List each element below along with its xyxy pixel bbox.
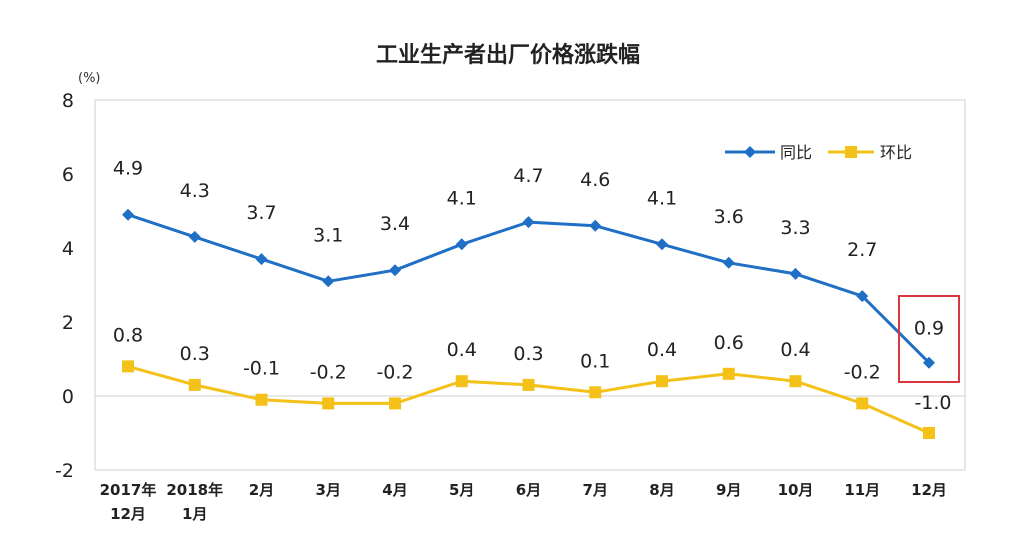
x-tick-label: 6月 bbox=[516, 481, 541, 499]
data-label: 3.1 bbox=[313, 224, 343, 246]
data-label: 2.7 bbox=[847, 239, 877, 261]
series-1-point bbox=[789, 267, 802, 280]
data-label: 0.1 bbox=[580, 350, 610, 372]
x-tick-label: 9月 bbox=[716, 481, 741, 499]
series-1-point bbox=[589, 219, 602, 232]
series-2-point bbox=[923, 427, 935, 439]
x-tick-label: 12月 bbox=[110, 505, 146, 523]
data-label: -0.2 bbox=[844, 361, 881, 383]
x-tick-label: 3月 bbox=[316, 481, 341, 499]
data-label: 4.6 bbox=[580, 169, 610, 191]
data-label: 4.9 bbox=[113, 158, 143, 180]
legend-marker-2 bbox=[845, 146, 857, 158]
legend-label-1: 同比 bbox=[780, 143, 812, 162]
data-label: 0.8 bbox=[113, 324, 143, 346]
series-1-point bbox=[389, 264, 401, 277]
x-tick-label: 2018年 bbox=[166, 481, 223, 499]
chart-title: 工业生产者出厂价格涨跌幅 bbox=[376, 42, 640, 68]
series-2-point bbox=[722, 367, 735, 380]
series-2-point bbox=[455, 375, 468, 388]
series-2-point bbox=[122, 360, 134, 373]
series-group bbox=[122, 208, 935, 439]
series-1-point bbox=[722, 256, 735, 269]
data-label: 3.4 bbox=[380, 213, 410, 235]
series-1-point bbox=[255, 253, 268, 266]
series-2-point bbox=[656, 375, 668, 388]
series-2-point bbox=[322, 397, 335, 410]
highlight-box bbox=[898, 295, 960, 383]
y-tick-label: -2 bbox=[55, 460, 74, 482]
y-tick-label: 4 bbox=[62, 238, 74, 260]
data-label: 0.9 bbox=[914, 318, 944, 340]
legend: 同比 环比 bbox=[725, 143, 912, 162]
data-label: 4.1 bbox=[647, 187, 677, 209]
series-1-point bbox=[923, 356, 935, 369]
data-labels: 4.9 4.3 3.7 3.1 3.4 4.1 4.7 4.6 4.1 3.6 3.3 2.7 0.9 0… bbox=[113, 158, 952, 414]
y-tick-label: 2 bbox=[62, 312, 74, 334]
x-axis-ticks: 2017年 12月 2018年 1月 2月 3月 4月 5月 6月 7月 8月 9月 10月 11月 12月 bbox=[100, 481, 947, 523]
y-tick-label: 6 bbox=[62, 164, 74, 186]
data-label: 0.4 bbox=[447, 339, 477, 361]
data-label: -0.2 bbox=[376, 361, 413, 383]
y-axis-unit: (%) bbox=[78, 71, 101, 86]
y-axis-ticks: 8 6 4 2 0 -2 bbox=[55, 90, 74, 482]
plot-area-frame bbox=[94, 99, 966, 471]
legend-label-2: 环比 bbox=[880, 143, 912, 162]
series-1-point bbox=[522, 216, 535, 229]
data-label: 0.3 bbox=[180, 343, 210, 365]
series-2-point bbox=[255, 393, 268, 406]
data-label: 4.1 bbox=[447, 187, 477, 209]
x-tick-label: 5月 bbox=[449, 481, 474, 499]
series-2-point bbox=[856, 397, 869, 410]
series-1-point bbox=[656, 238, 668, 251]
series-2-point bbox=[589, 386, 602, 399]
data-label: -0.2 bbox=[310, 361, 347, 383]
data-label: 3.7 bbox=[246, 202, 276, 224]
series-1-point bbox=[455, 238, 468, 251]
y-tick-label: 8 bbox=[62, 90, 74, 112]
series-1-point bbox=[188, 230, 201, 243]
data-label: 4.3 bbox=[180, 180, 210, 202]
x-tick-label: 7月 bbox=[583, 481, 608, 499]
x-tick-label: 2017年 bbox=[100, 481, 157, 499]
series-1-point bbox=[856, 290, 869, 303]
x-tick-label: 2月 bbox=[249, 481, 274, 499]
series-2-point bbox=[389, 397, 401, 410]
series-2-point bbox=[789, 375, 802, 388]
data-label: 4.7 bbox=[513, 165, 543, 187]
legend-marker-1 bbox=[744, 146, 756, 158]
data-label: 0.4 bbox=[780, 339, 810, 361]
series-1-point bbox=[122, 208, 134, 221]
x-tick-label: 10月 bbox=[778, 481, 814, 499]
series-1-point bbox=[322, 275, 335, 288]
series-2-point bbox=[188, 378, 201, 391]
data-label: -1.0 bbox=[914, 392, 951, 414]
data-label: 0.6 bbox=[714, 332, 744, 354]
series-2-point bbox=[522, 378, 535, 391]
data-label: 0.3 bbox=[513, 343, 543, 365]
x-tick-label: 12月 bbox=[911, 481, 947, 499]
x-tick-label: 8月 bbox=[649, 481, 674, 499]
x-tick-label: 11月 bbox=[844, 481, 880, 499]
y-tick-label: 0 bbox=[62, 386, 74, 408]
data-label: 3.3 bbox=[780, 217, 810, 239]
data-label: 0.4 bbox=[647, 339, 677, 361]
data-label: -0.1 bbox=[243, 358, 280, 380]
x-tick-label: 4月 bbox=[382, 481, 407, 499]
data-label: 3.6 bbox=[714, 206, 744, 228]
x-tick-label: 1月 bbox=[182, 505, 207, 523]
